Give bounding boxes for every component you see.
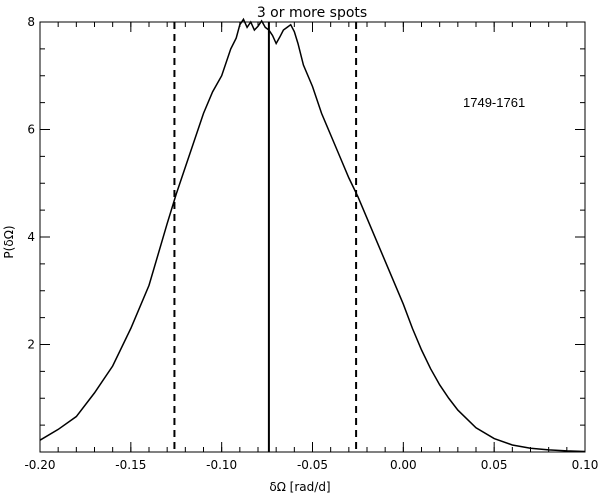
x-axis-label: δΩ [rad/d] xyxy=(269,480,330,494)
y-tick-label: 8 xyxy=(27,15,35,29)
x-tick-label: -0.20 xyxy=(24,458,55,472)
y-axis-label: P(δΩ) xyxy=(2,225,16,258)
plot-area: -0.20 -0.15 -0.10 -0.05 0.00 0.05 0.10 2 4 6 8 xyxy=(24,15,598,472)
chart-title: 3 or more spots xyxy=(257,5,367,21)
period-annotation: 1749-1761 xyxy=(463,95,525,110)
x-tick-label: -0.10 xyxy=(206,458,237,472)
x-tick-label: 0.10 xyxy=(572,458,599,472)
y-tick-label: 2 xyxy=(27,338,35,352)
x-tick-label: -0.15 xyxy=(115,458,146,472)
y-tick-label: 6 xyxy=(27,123,35,137)
x-tick-label: 0.05 xyxy=(481,458,508,472)
probability-curve xyxy=(39,17,586,453)
x-tick-label: 0.00 xyxy=(390,458,417,472)
y-tick-label: 4 xyxy=(27,230,35,244)
x-tick-label: -0.05 xyxy=(297,458,328,472)
